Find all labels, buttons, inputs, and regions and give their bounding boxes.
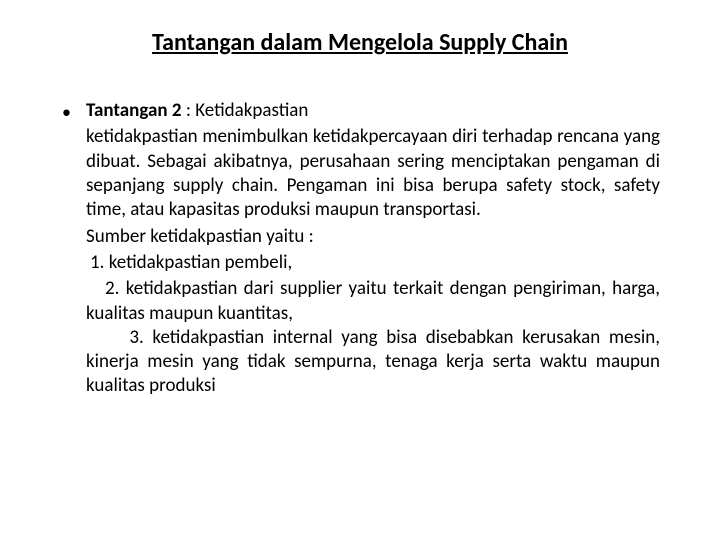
- list-item-2: 2. ketidakpastian dari supplier yaitu te…: [86, 277, 660, 326]
- bullet-item: • Tantangan 2 : Ketidakpastian ketidakpa…: [60, 99, 660, 399]
- list-item-3: 3. ketidakpastian internal yang bisa dis…: [86, 326, 660, 399]
- source-label: Sumber ketidakpastian yaitu :: [86, 225, 660, 249]
- list-item-1: 1. ketidakpastian pembeli,: [86, 251, 660, 275]
- challenge-heading: Tantangan 2 : Ketidakpastian: [86, 99, 660, 123]
- heading-bold: Tantangan 2: [86, 99, 182, 122]
- bullet-marker: •: [60, 99, 86, 125]
- paragraph-body: ketidakpastian menimbulkan ketidakpercay…: [86, 125, 660, 222]
- bullet-content: Tantangan 2 : Ketidakpastian ketidakpast…: [86, 99, 660, 399]
- slide-title: Tantangan dalam Mengelola Supply Chain: [60, 28, 660, 57]
- heading-rest: : Ketidakpastian: [182, 99, 309, 122]
